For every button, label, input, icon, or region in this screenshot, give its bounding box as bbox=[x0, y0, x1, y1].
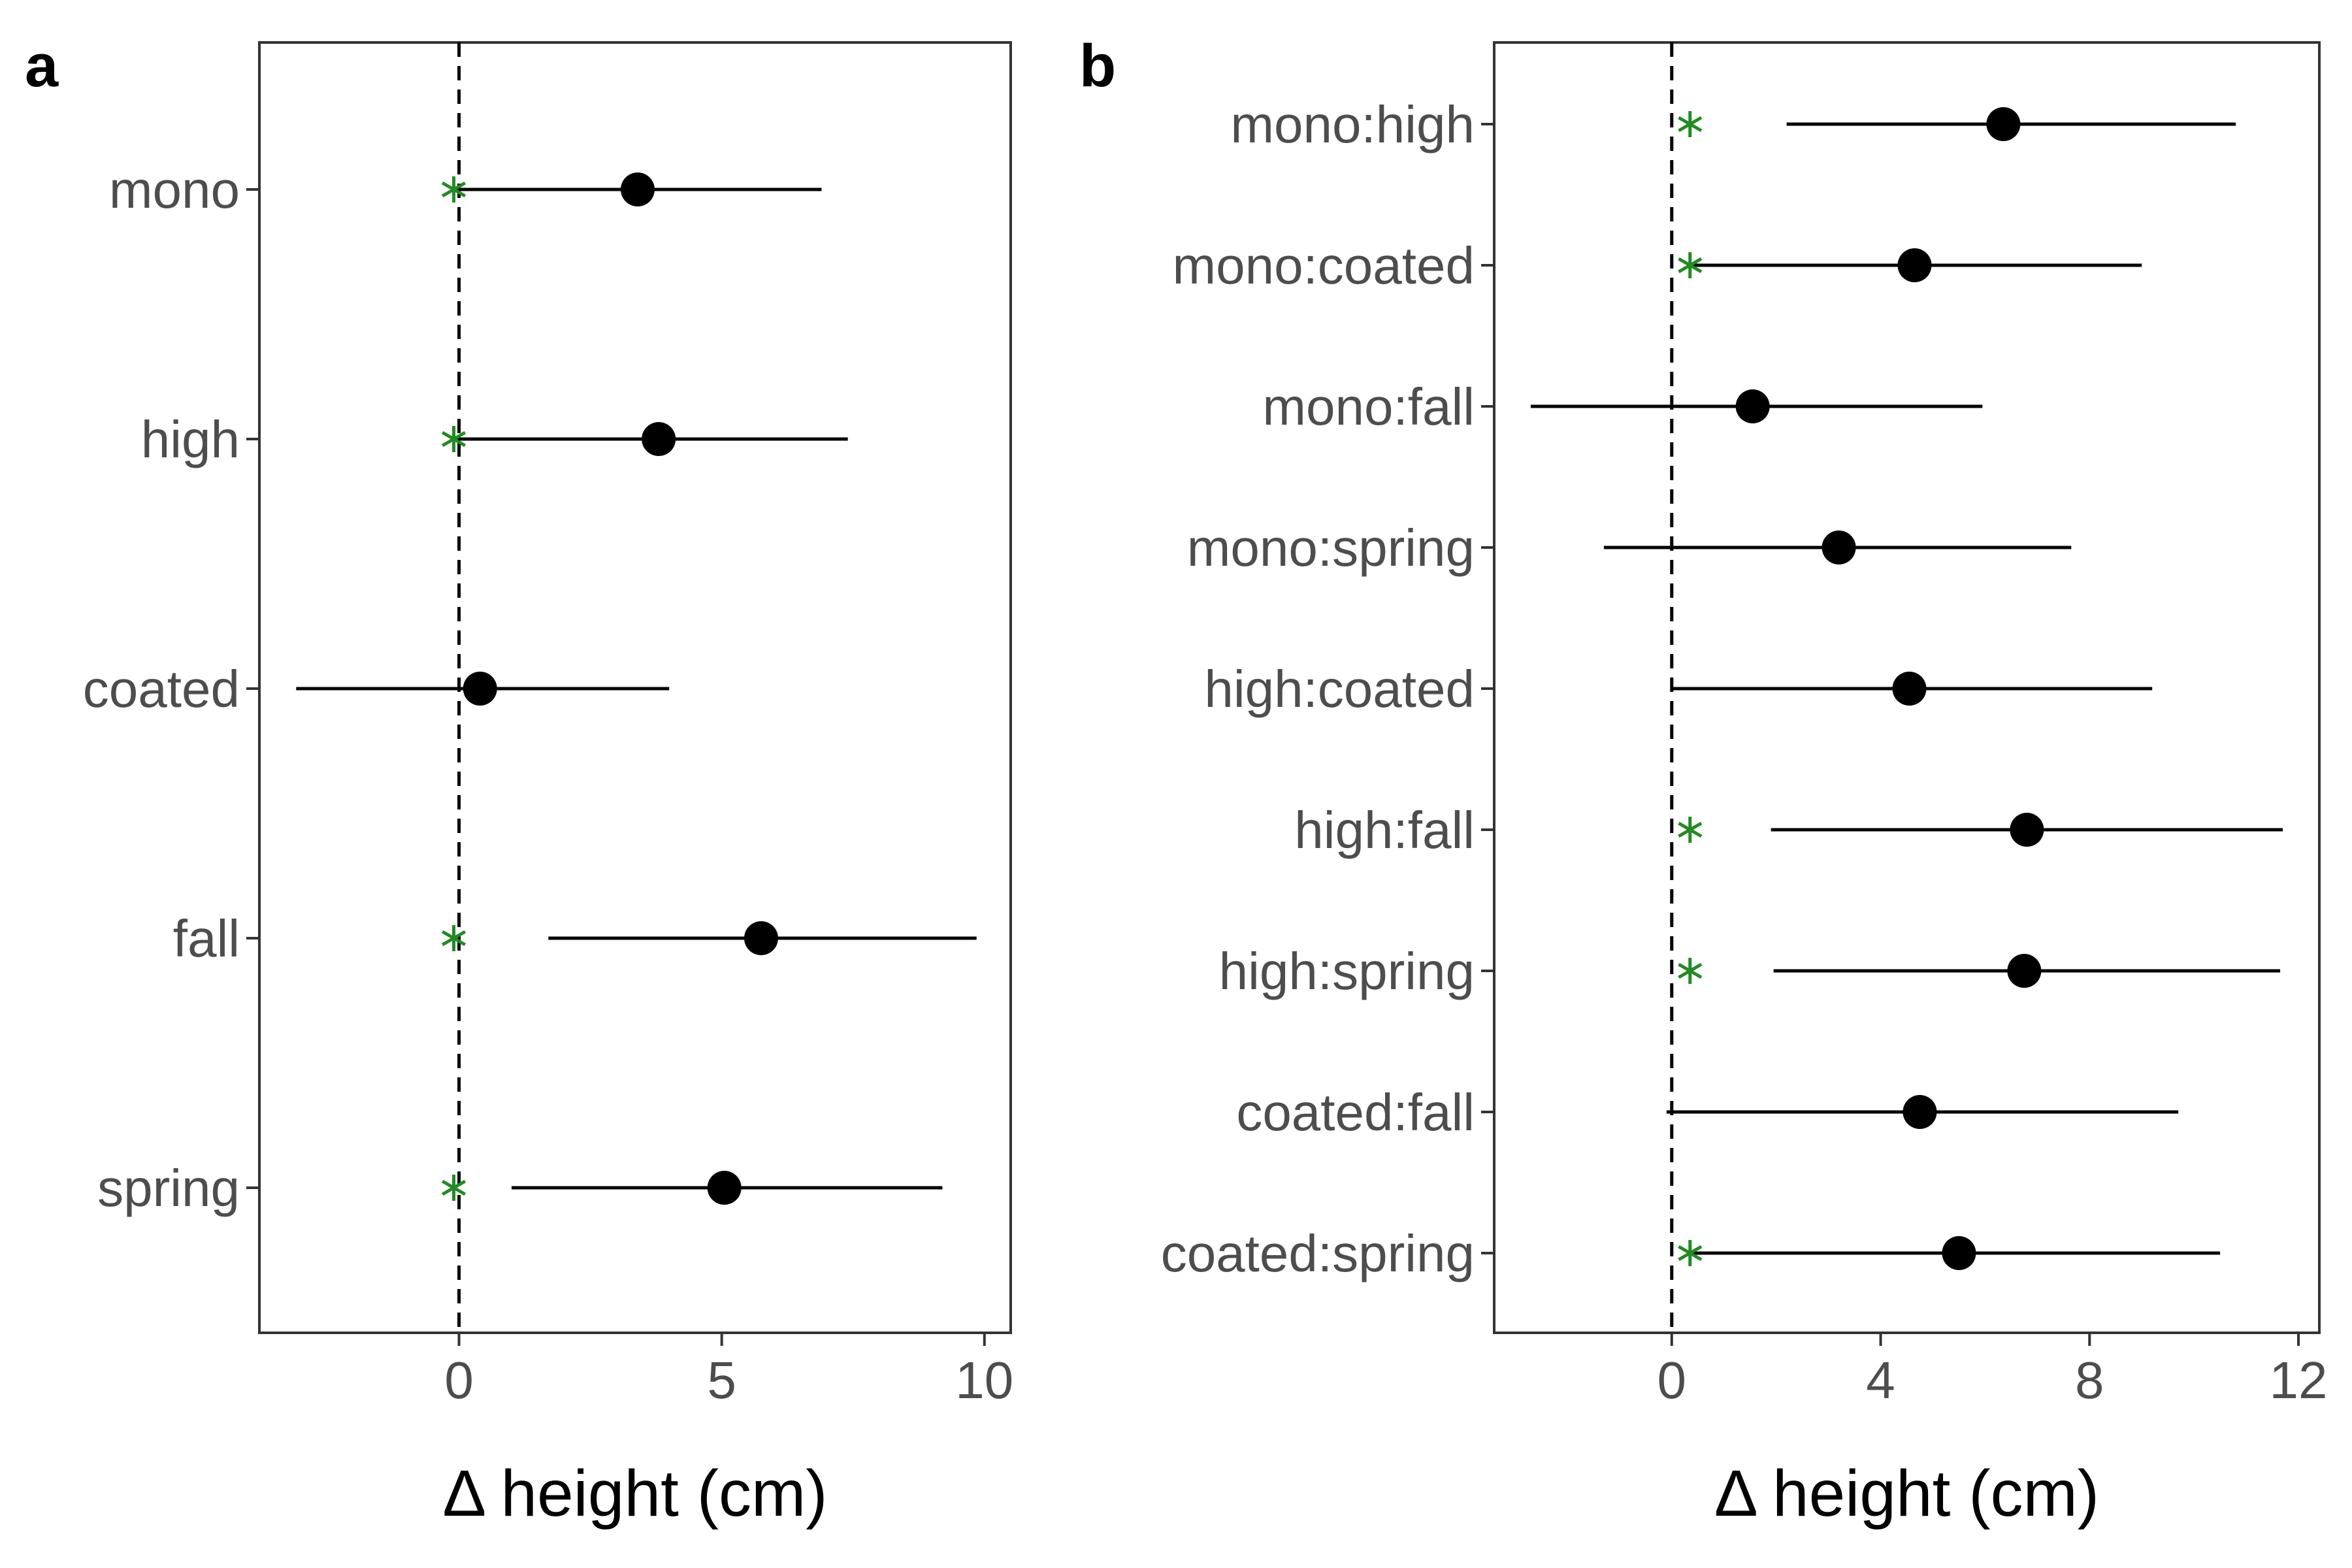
significance-marker bbox=[441, 925, 466, 951]
panel-a: a 0 5 10 Δ height (cm) mono high coated fall spri… bbox=[25, 33, 1013, 1530]
x-axis-title: Δ height (cm) bbox=[442, 1457, 827, 1530]
significance-marker bbox=[441, 1175, 466, 1201]
asterisk-stroke bbox=[1678, 116, 1703, 133]
point-estimate bbox=[1903, 1095, 1937, 1129]
category-label: coated bbox=[83, 660, 240, 718]
significance-marker bbox=[441, 426, 466, 452]
asterisk-stroke bbox=[1678, 1245, 1703, 1262]
category-label: coated:spring bbox=[1161, 1224, 1475, 1282]
asterisk-stroke bbox=[441, 181, 466, 198]
asterisk-stroke bbox=[441, 431, 466, 448]
panel-letter: a bbox=[25, 33, 59, 99]
category-label: high:coated bbox=[1204, 660, 1475, 718]
asterisk-stroke bbox=[1678, 257, 1703, 274]
point-estimate bbox=[1821, 531, 1856, 564]
asterisk-stroke bbox=[441, 930, 466, 947]
x-tick-label: 5 bbox=[707, 1351, 736, 1409]
point-estimate bbox=[1735, 389, 1770, 423]
point-estimate bbox=[642, 422, 676, 456]
asterisk-stroke bbox=[441, 1179, 466, 1196]
category-label: coated:fall bbox=[1236, 1083, 1475, 1141]
x-tick-label: 4 bbox=[1866, 1351, 1895, 1409]
category-label: mono:fall bbox=[1262, 378, 1475, 436]
significance-marker bbox=[441, 176, 466, 203]
point-estimate bbox=[744, 921, 779, 955]
point-estimate bbox=[621, 172, 655, 206]
category-label: mono:coated bbox=[1172, 237, 1475, 295]
point-estimate bbox=[1986, 107, 2021, 141]
significance-marker bbox=[1678, 111, 1703, 137]
point-estimate bbox=[463, 672, 497, 706]
category-label: spring bbox=[97, 1159, 240, 1217]
significance-marker bbox=[1678, 817, 1703, 843]
category-label: mono bbox=[109, 161, 240, 219]
category-label: mono:spring bbox=[1187, 519, 1475, 577]
point-estimate bbox=[2007, 954, 2042, 988]
point-estimate bbox=[1942, 1236, 1976, 1270]
x-tick-label: 8 bbox=[2075, 1351, 2104, 1409]
point-estimate bbox=[1892, 672, 1927, 706]
x-axis-title: Δ height (cm) bbox=[1714, 1457, 2099, 1530]
category-label: high:fall bbox=[1294, 801, 1475, 859]
asterisk-stroke bbox=[1678, 962, 1703, 979]
x-tick-label: 0 bbox=[444, 1351, 474, 1409]
panel-letter: b bbox=[1079, 33, 1116, 99]
category-label: high bbox=[141, 410, 240, 468]
point-estimate bbox=[1897, 248, 1932, 282]
asterisk-stroke bbox=[1678, 821, 1703, 838]
category-label: mono:high bbox=[1230, 95, 1475, 154]
significance-marker bbox=[1678, 252, 1703, 278]
point-estimate bbox=[707, 1171, 742, 1205]
category-label: fall bbox=[173, 909, 240, 968]
x-tick-label: 10 bbox=[955, 1351, 1013, 1409]
significance-marker bbox=[1678, 1240, 1703, 1266]
category-label: high:spring bbox=[1219, 942, 1475, 1000]
x-tick-label: 0 bbox=[1658, 1351, 1687, 1409]
x-tick-label: 12 bbox=[2270, 1351, 2328, 1409]
significance-marker bbox=[1678, 958, 1703, 984]
point-estimate bbox=[2010, 813, 2044, 847]
panel-b: b 0 4 8 12 Δ height (cm) mono:high mono:coated m… bbox=[1079, 33, 2328, 1530]
